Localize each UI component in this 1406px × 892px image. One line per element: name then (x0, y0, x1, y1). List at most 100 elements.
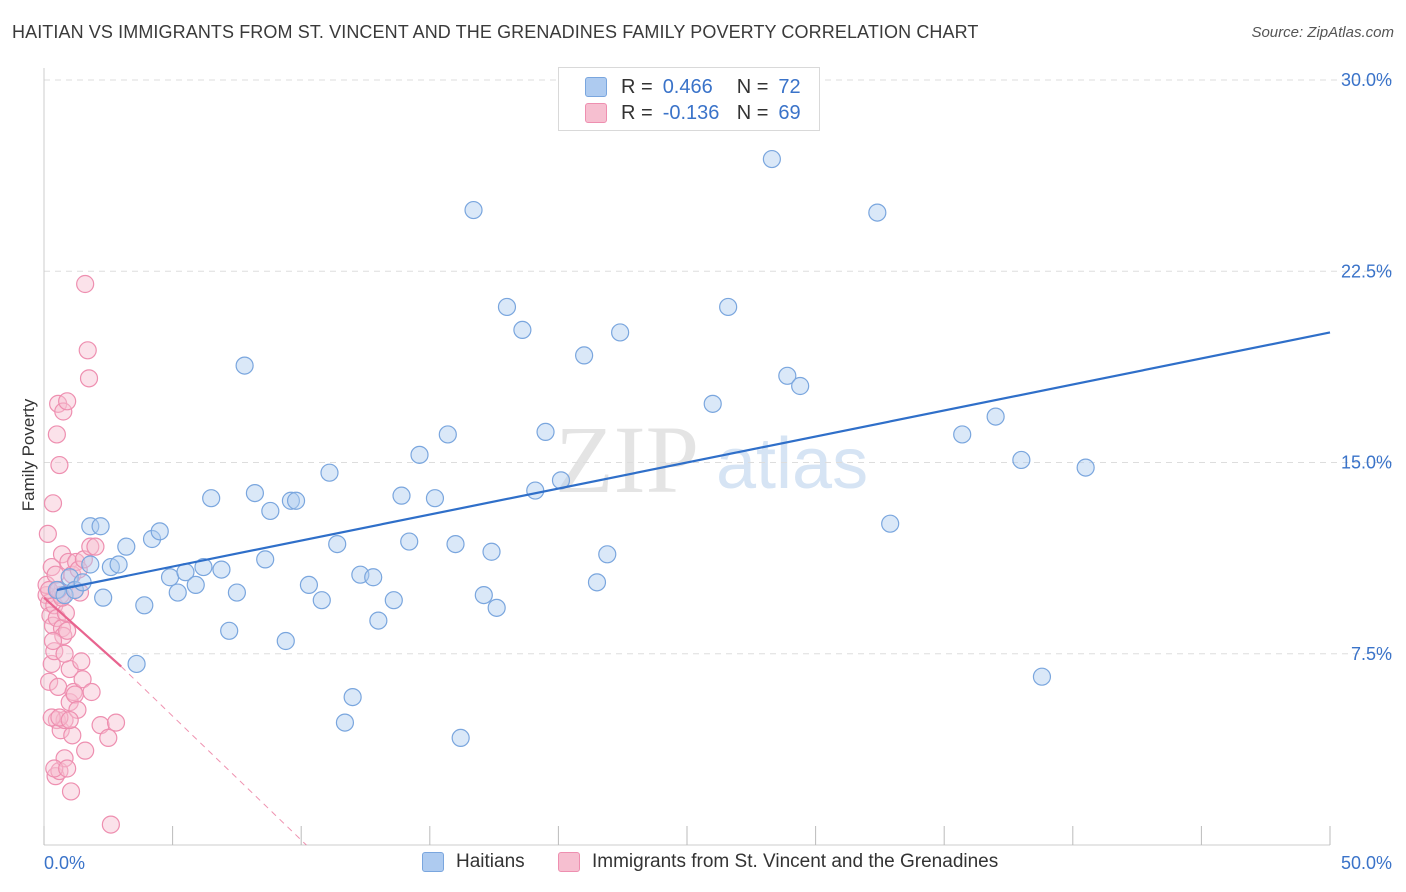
legend-item-label: Haitians (456, 851, 525, 872)
data-point-haitians (400, 532, 419, 551)
series-legend: Haitians Immigrants from St. Vincent and… (0, 851, 1406, 877)
axes (43, 68, 1331, 846)
series-immigrants-st-vincent (37, 274, 126, 834)
data-point-st-vincent (54, 402, 73, 421)
trend-line-st-vincent-extension (120, 666, 307, 846)
legend-item-st-vincent: Immigrants from St. Vincent and the Gren… (558, 851, 998, 873)
legend-row-st-vincent: R = -0.136 N = 69 (585, 101, 801, 125)
data-point-haitians (320, 463, 339, 482)
trend-lines (43, 331, 1331, 846)
y-tick-label: 30.0% (1341, 70, 1392, 90)
data-point-haitians (245, 484, 265, 503)
data-point-st-vincent (42, 708, 61, 727)
data-point-haitians (127, 654, 146, 674)
data-point-haitians (286, 491, 306, 510)
y-tick-label: 22.5% (1341, 261, 1392, 281)
data-point-haitians (719, 297, 738, 317)
data-point-haitians (220, 621, 239, 640)
data-point-haitians (392, 486, 411, 505)
data-point-haitians (384, 591, 403, 610)
data-point-st-vincent (106, 713, 126, 732)
legend-r-label: R = (621, 75, 653, 98)
data-point-haitians (778, 366, 797, 385)
source-label: Source: ZipAtlas.com (1251, 24, 1394, 41)
data-point-haitians (881, 514, 900, 533)
data-point-st-vincent (45, 759, 64, 778)
y-axis-label: Family Poverty (19, 398, 38, 511)
data-point-haitians (194, 557, 213, 577)
data-point-haitians (369, 611, 388, 630)
data-point-haitians (791, 376, 810, 396)
watermark-atlas: atlas (716, 424, 868, 504)
data-point-haitians (150, 522, 169, 541)
data-point-st-vincent (58, 621, 77, 640)
data-point-st-vincent (58, 392, 77, 411)
legend-n-value: 72 (778, 75, 801, 98)
y-tick-label: 15.0% (1341, 453, 1392, 473)
data-point-st-vincent (86, 537, 105, 556)
legend-swatch-pink (585, 103, 607, 123)
data-point-st-vincent (76, 274, 95, 294)
data-point-haitians (575, 346, 594, 365)
legend-row-haitians: R = 0.466 N = 72 (585, 75, 801, 99)
legend-r-value: 0.466 (662, 75, 713, 98)
data-point-haitians (474, 585, 493, 605)
data-point-st-vincent (49, 677, 68, 697)
data-point-haitians (73, 573, 92, 592)
data-point-haitians (81, 555, 100, 574)
data-point-st-vincent (40, 672, 59, 691)
data-point-haitians (464, 200, 483, 220)
data-point-haitians (202, 489, 221, 508)
data-point-haitians (487, 598, 506, 617)
data-point-haitians (598, 545, 617, 564)
data-point-st-vincent (82, 682, 101, 702)
data-point-haitians (312, 591, 331, 610)
data-point-haitians (81, 517, 100, 536)
data-point-st-vincent (56, 603, 75, 623)
legend-n-label: N = (736, 101, 769, 124)
data-point-haitians (611, 323, 630, 342)
correlation-legend: R = 0.466 N = 72 R = -0.136 N = 69 (558, 67, 820, 131)
legend-swatch-blue (422, 852, 444, 872)
data-point-haitians (953, 425, 972, 444)
y-tick-label: 7.5% (1351, 644, 1392, 664)
grid-lines (44, 79, 1392, 655)
data-point-haitians (335, 713, 355, 732)
trend-line-st-vincent (43, 596, 122, 668)
data-point-haitians (135, 596, 154, 615)
data-point-haitians (703, 394, 722, 413)
data-point-haitians (168, 583, 187, 602)
data-point-st-vincent (55, 644, 74, 663)
data-point-haitians (451, 728, 470, 748)
legend-item-label: Immigrants from St. Vincent and the Gren… (592, 851, 999, 872)
data-point-st-vincent (38, 524, 57, 544)
data-point-haitians (497, 297, 517, 317)
data-point-st-vincent (79, 369, 99, 388)
data-point-haitians (526, 481, 545, 500)
data-point-haitians (117, 537, 136, 556)
watermark-zip: ZIP (555, 406, 699, 513)
data-point-st-vincent (65, 685, 84, 704)
data-point-st-vincent (47, 710, 66, 730)
data-point-haitians (446, 534, 465, 554)
data-point-st-vincent (58, 759, 77, 778)
data-point-st-vincent (47, 425, 66, 444)
data-point-haitians (186, 575, 205, 595)
data-point-st-vincent (81, 537, 100, 556)
data-point-haitians (536, 422, 555, 441)
data-point-haitians (587, 573, 607, 592)
data-point-st-vincent (68, 700, 87, 719)
data-point-haitians (762, 149, 781, 169)
data-point-st-vincent (78, 341, 97, 360)
data-point-st-vincent (50, 455, 69, 475)
data-point-haitians (281, 491, 301, 510)
data-point-haitians (1076, 458, 1095, 477)
data-point-st-vincent (43, 631, 63, 651)
data-point-haitians (364, 568, 383, 587)
data-point-st-vincent (37, 575, 56, 595)
data-point-haitians (438, 425, 457, 444)
series-haitians (47, 149, 1095, 748)
data-point-haitians (410, 445, 429, 464)
data-point-haitians (261, 501, 280, 521)
